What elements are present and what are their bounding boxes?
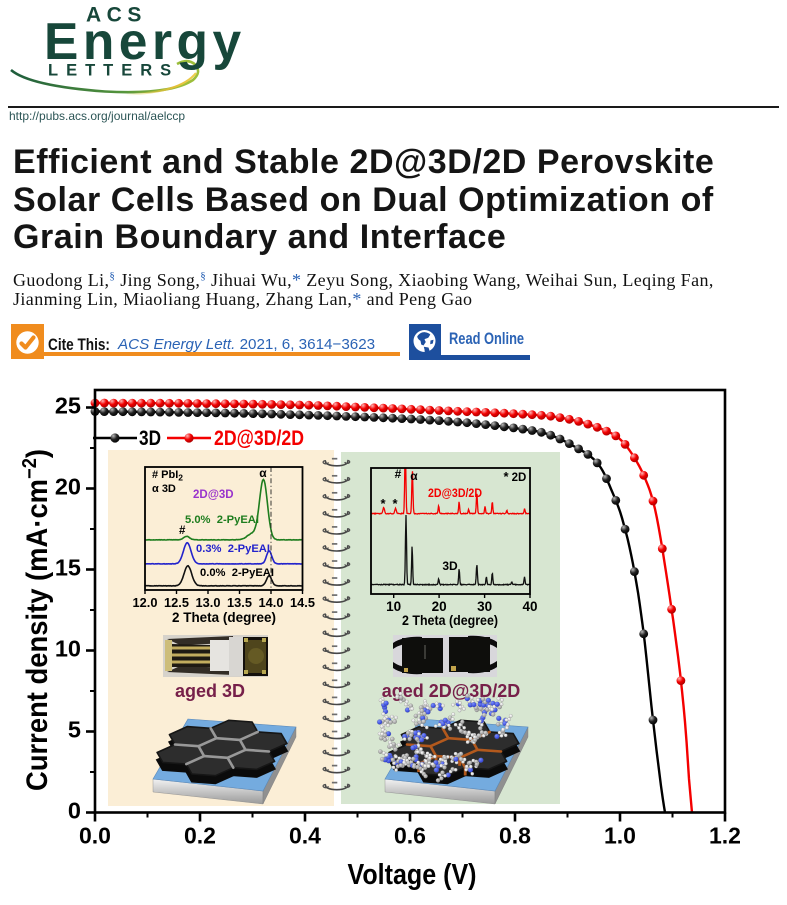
svg-text:LETTERS: LETTERS (48, 62, 179, 80)
svg-text:0.0: 0.0 (79, 823, 111, 849)
svg-text:0.2: 0.2 (184, 823, 216, 849)
svg-text:2D@3D: 2D@3D (193, 489, 234, 501)
svg-text:α 3D: α 3D (152, 483, 176, 495)
svg-text:14.5: 14.5 (290, 595, 315, 610)
svg-text:0.6: 0.6 (394, 823, 426, 849)
svg-text:0.0% 2-PyEAI: 0.0% 2-PyEAI (200, 567, 274, 579)
svg-text:2D: 2D (512, 472, 527, 484)
svg-text:15: 15 (55, 555, 81, 581)
svg-text:0.3% 2-PyEAI: 0.3% 2-PyEAI (196, 543, 270, 555)
svg-text:#: # (395, 467, 402, 481)
svg-text:aged 3D: aged 3D (175, 681, 245, 701)
svg-text:25: 25 (55, 393, 81, 419)
svg-text:α: α (259, 466, 267, 480)
svg-text:#: # (179, 525, 186, 537)
svg-text:10: 10 (386, 599, 401, 614)
svg-text:12.0: 12.0 (133, 595, 158, 610)
svg-text:2 Theta (degree): 2 Theta (degree) (402, 612, 498, 628)
svg-text:3D: 3D (442, 559, 458, 573)
svg-text:5: 5 (68, 717, 81, 743)
svg-text:Voltage (V): Voltage (V) (348, 859, 477, 891)
svg-text:α: α (410, 469, 418, 483)
svg-text:12.5: 12.5 (164, 595, 189, 610)
svg-text:Current density (mA·cm−2): Current density (mA·cm−2) (19, 449, 54, 791)
svg-text:1.2: 1.2 (709, 823, 741, 849)
svg-text:40: 40 (522, 599, 537, 614)
svg-text:20: 20 (55, 474, 81, 500)
svg-text:3D: 3D (139, 427, 161, 450)
svg-text:13.0: 13.0 (196, 595, 221, 610)
svg-text:0.4: 0.4 (289, 823, 321, 849)
svg-text:13.5: 13.5 (227, 595, 252, 610)
svg-text:0.8: 0.8 (499, 823, 531, 849)
svg-text:1.0: 1.0 (604, 823, 636, 849)
svg-text:2D@3D/2D: 2D@3D/2D (428, 488, 482, 500)
svg-text:5.0% 2-PyEAI: 5.0% 2-PyEAI (185, 514, 259, 526)
svg-text:2D@3D/2D: 2D@3D/2D (214, 427, 304, 450)
svg-text:14.0: 14.0 (259, 595, 284, 610)
svg-text:0: 0 (68, 798, 81, 824)
svg-text:2 Theta (degree): 2 Theta (degree) (172, 609, 276, 625)
svg-text:10: 10 (55, 636, 81, 662)
